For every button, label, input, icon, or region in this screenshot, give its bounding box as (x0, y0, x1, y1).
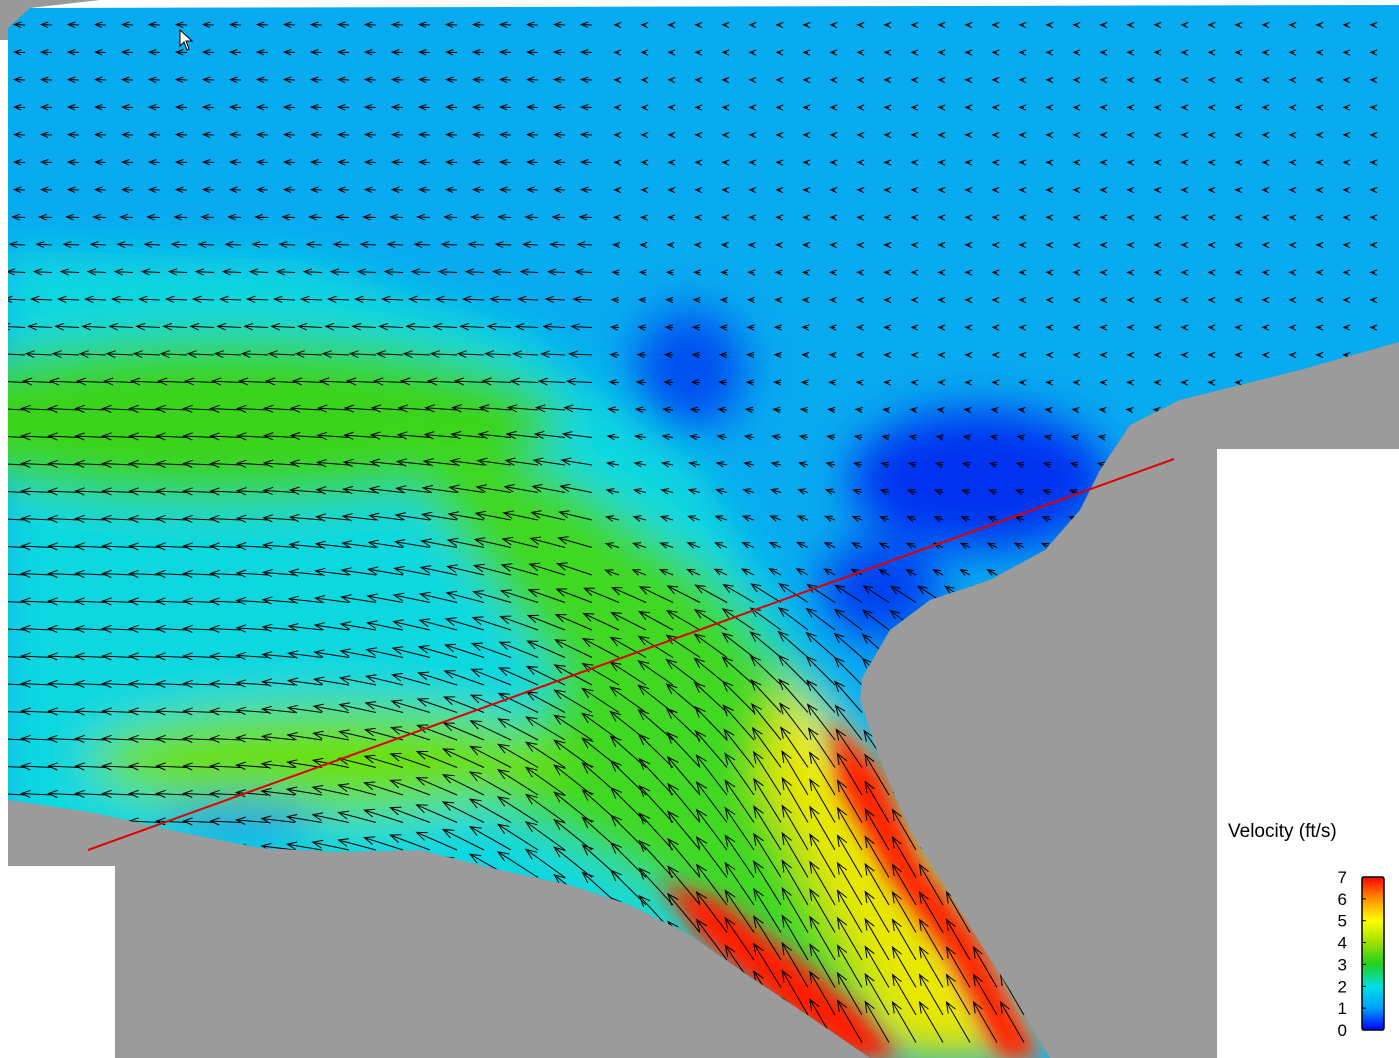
colorbar-tick-label: 7 (1338, 868, 1347, 887)
colorbar-tick-label: 2 (1338, 977, 1347, 996)
land (0, 0, 100, 40)
colorbar-tick-label: 0 (1338, 1021, 1347, 1040)
colorbar-tick-label: 3 (1338, 955, 1347, 974)
colorbar: 0 1 2 3 4 5 6 7 (1338, 868, 1385, 1040)
colorbar-tick-label: 1 (1338, 999, 1347, 1018)
cursor (179, 28, 194, 51)
colorbar-tick-label: 5 (1338, 912, 1347, 931)
colorbar-tick-label: 4 (1338, 934, 1347, 953)
colorbar-scale (1361, 876, 1385, 1031)
colorbar-tick-label: 6 (1338, 890, 1347, 909)
section-line (87, 458, 1175, 851)
colorbar-title: Velocity (ft/s) (1228, 821, 1337, 842)
